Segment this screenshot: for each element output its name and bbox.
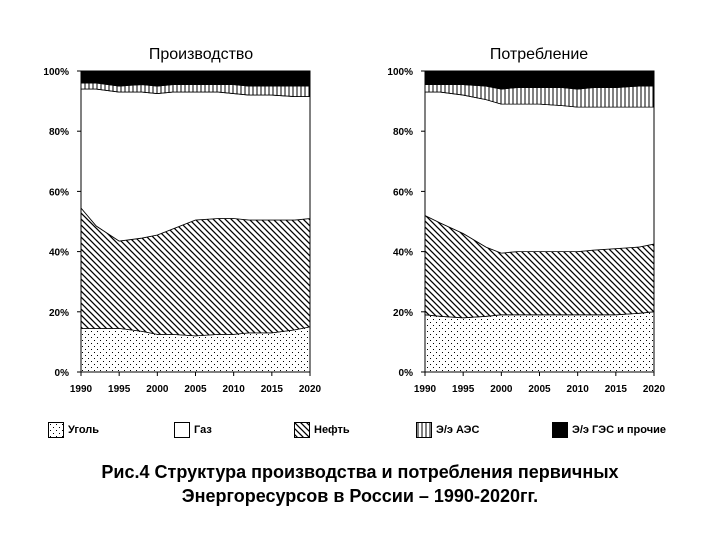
- legend-label-oil: Нефть: [314, 424, 350, 436]
- legend-label-coal: Уголь: [68, 424, 100, 436]
- x-tick-label: 2020: [299, 384, 322, 395]
- oil-swatch: [294, 422, 310, 438]
- x-tick-label: 1995: [452, 384, 475, 395]
- consumption-chart: 0% 20% 40% 60% 80% 100% 1990 1995 2000 2005 2010 20…: [387, 67, 665, 395]
- x-tick-label: 2020: [643, 384, 666, 395]
- hydro-swatch: [552, 422, 568, 438]
- legend-item-gas: Газ: [174, 420, 212, 440]
- x-tick-label: 1990: [414, 384, 437, 395]
- x-tick-label: 2000: [146, 384, 169, 395]
- coal-swatch: [48, 422, 64, 438]
- legend-item-nuclear: Э/э АЭС: [416, 420, 479, 440]
- caption-line-2: Энергоресурсов в России – 1990-2020гг.: [181, 486, 539, 506]
- y-tick-label: 100%: [43, 67, 69, 78]
- hydro-area: [80, 70, 311, 87]
- y-tick-label: 80%: [49, 127, 69, 138]
- y-tick-label: 80%: [393, 127, 413, 138]
- x-tick-label: 2015: [605, 384, 628, 395]
- legend-item-coal: Уголь: [48, 420, 99, 440]
- x-tick-label: 1995: [108, 384, 131, 395]
- y-tick-label: 60%: [49, 187, 69, 198]
- x-tick-label: 2005: [528, 384, 551, 395]
- figure-caption: Рис.4 Структура производства и потреблен…: [0, 460, 720, 508]
- y-tick-label: 20%: [49, 308, 69, 319]
- gas-area: [424, 91, 655, 254]
- caption-line-1: Рис.4 Структура производства и потреблен…: [101, 462, 619, 482]
- coal-area: [424, 311, 655, 373]
- y-tick-label: 20%: [393, 308, 413, 319]
- legend-item-hydro: Э/э ГЭС и прочие: [552, 420, 666, 440]
- nuclear-swatch: [416, 422, 432, 438]
- legend-label-hydro: Э/э ГЭС и прочие: [572, 424, 666, 436]
- legend-item-oil: Нефть: [294, 420, 350, 440]
- legend-label-gas: Газ: [194, 424, 212, 436]
- x-tick-label: 2010: [223, 384, 246, 395]
- production-chart-title: Производство: [148, 46, 254, 63]
- y-tick-label: 100%: [387, 67, 413, 78]
- x-tick-label: 2010: [567, 384, 590, 395]
- y-tick-label: 0%: [55, 368, 70, 379]
- y-tick-label: 0%: [399, 368, 414, 379]
- x-tick-label: 2015: [261, 384, 284, 395]
- gas-swatch: [174, 422, 190, 438]
- legend-label-nuclear: Э/э АЭС: [436, 424, 480, 436]
- production-chart: 0% 20% 40% 60% 80% 100% 1990 1995 2000 2005 2010 20…: [43, 67, 321, 395]
- x-tick-label: 2000: [490, 384, 513, 395]
- y-tick-label: 40%: [393, 248, 413, 259]
- consumption-chart-title: Потребление: [489, 46, 589, 63]
- y-tick-label: 60%: [393, 187, 413, 198]
- gas-area: [80, 88, 311, 242]
- y-tick-label: 40%: [49, 248, 69, 259]
- x-tick-label: 2005: [184, 384, 207, 395]
- x-tick-label: 1990: [70, 384, 93, 395]
